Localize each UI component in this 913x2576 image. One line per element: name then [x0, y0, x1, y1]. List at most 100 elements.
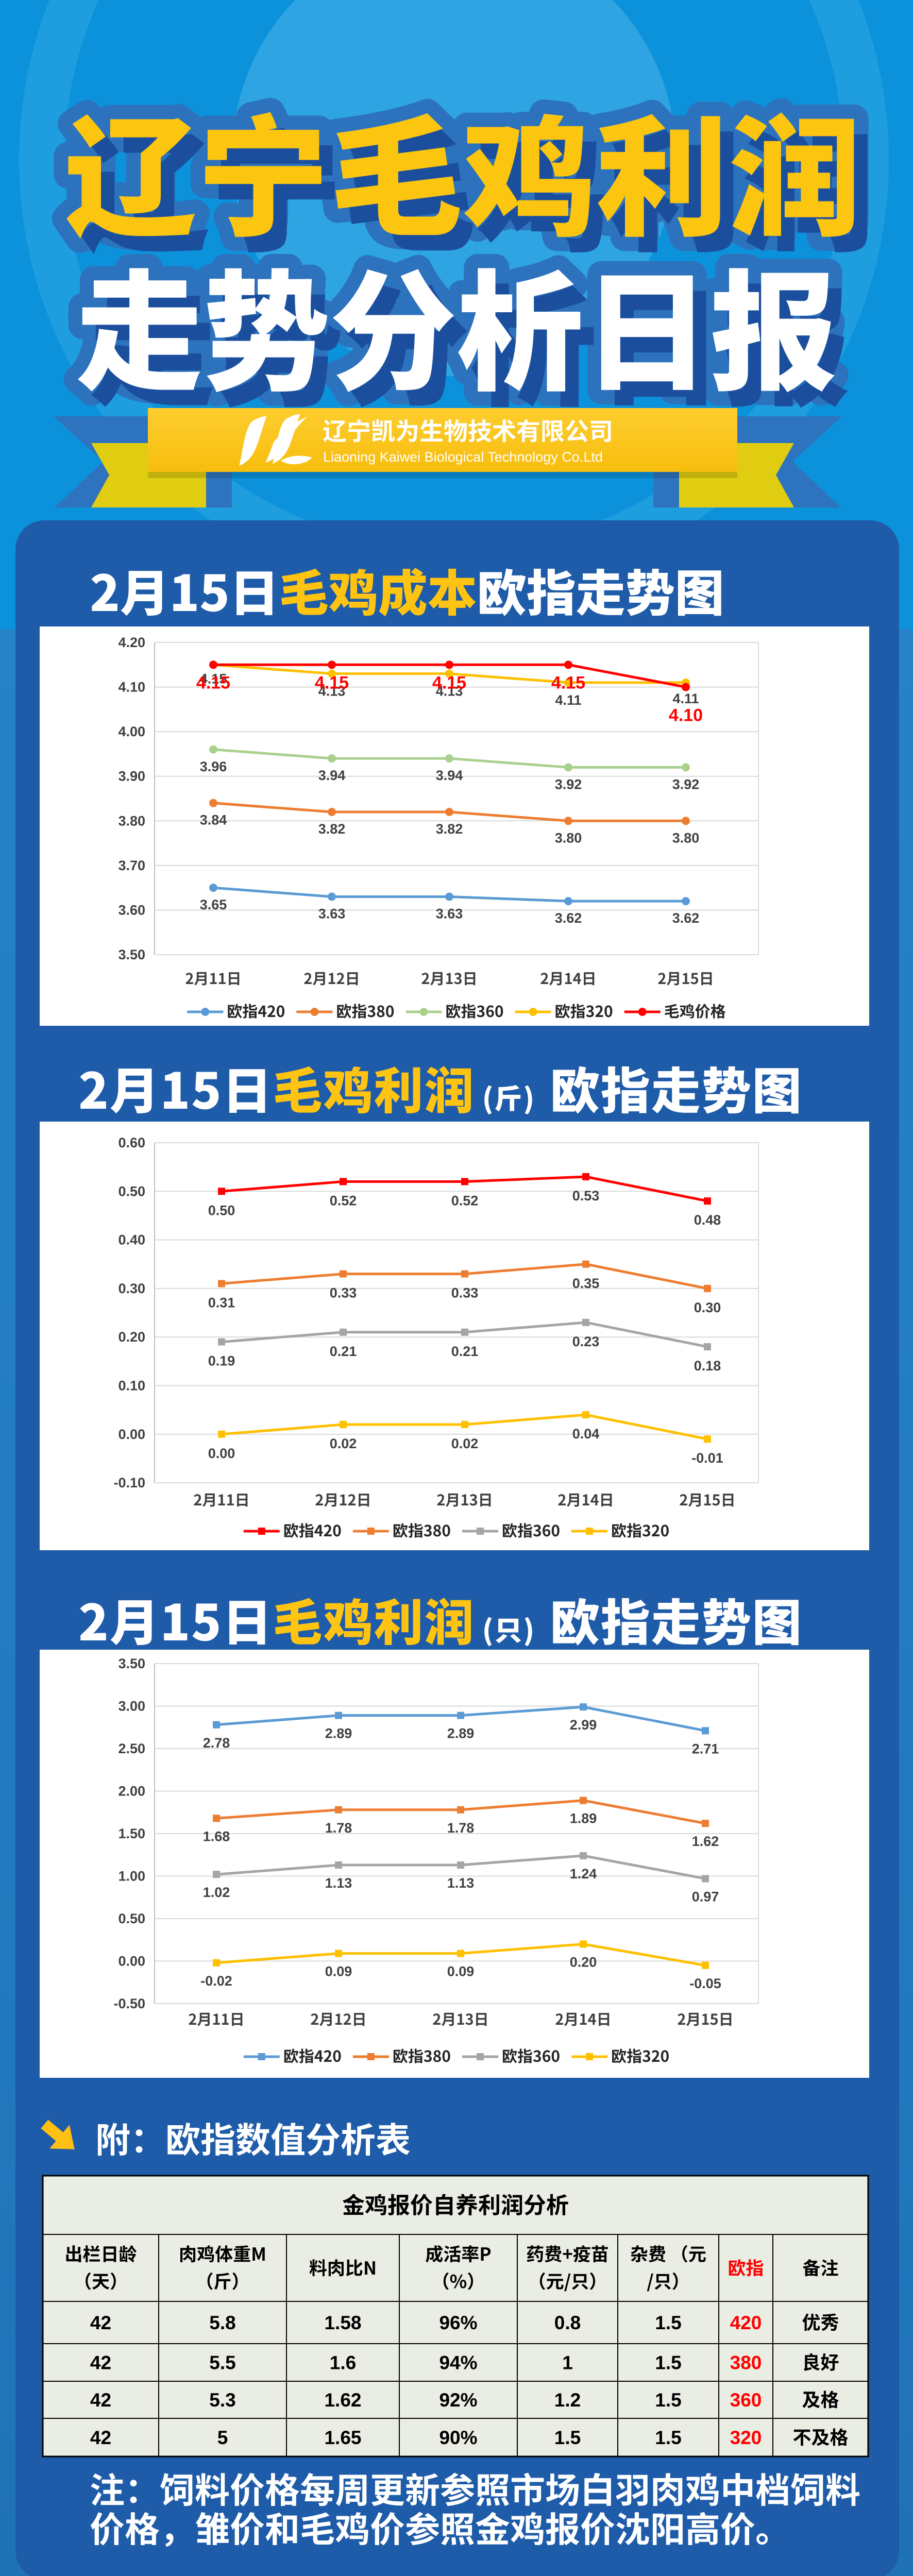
svg-text:0.09: 0.09	[447, 1964, 475, 1979]
svg-text:0.30: 0.30	[694, 1300, 721, 1315]
svg-text:3.60: 3.60	[118, 902, 145, 918]
svg-text:3.90: 3.90	[118, 769, 145, 784]
svg-text:96%: 96%	[439, 2312, 477, 2333]
svg-text:1.00: 1.00	[118, 1869, 145, 1884]
svg-text:3.84: 3.84	[200, 812, 227, 828]
svg-text:3.50: 3.50	[118, 1656, 145, 1671]
svg-text:0.53: 0.53	[572, 1188, 600, 1204]
svg-text:0.19: 0.19	[208, 1353, 235, 1369]
svg-text:1.65: 1.65	[324, 2427, 361, 2448]
svg-text:3.65: 3.65	[200, 897, 227, 912]
svg-text:1.02: 1.02	[203, 1885, 230, 1900]
svg-text:0.40: 0.40	[118, 1232, 145, 1248]
svg-text:1.50: 1.50	[118, 1826, 145, 1841]
svg-text:420: 420	[730, 2312, 762, 2333]
svg-text:42: 42	[90, 2389, 111, 2411]
svg-text:4.15: 4.15	[432, 673, 466, 692]
svg-text:1.5: 1.5	[655, 2427, 681, 2448]
svg-text:0.00: 0.00	[118, 1427, 145, 1442]
svg-text:1.5: 1.5	[655, 2352, 681, 2374]
svg-text:5: 5	[217, 2427, 228, 2448]
svg-text:0.8: 0.8	[554, 2312, 581, 2333]
svg-text:0.10: 0.10	[118, 1378, 145, 1394]
svg-text:42: 42	[90, 2427, 111, 2448]
svg-text:1.78: 1.78	[325, 1820, 352, 1836]
svg-text:4.11: 4.11	[672, 691, 699, 706]
svg-text:-0.10: -0.10	[113, 1475, 145, 1490]
svg-text:1.5: 1.5	[655, 2312, 681, 2333]
svg-text:0.35: 0.35	[572, 1276, 600, 1291]
svg-text:3.92: 3.92	[672, 776, 700, 792]
svg-text:0.20: 0.20	[570, 1955, 597, 1970]
svg-text:4.15: 4.15	[315, 673, 349, 692]
svg-text:3.63: 3.63	[318, 906, 346, 921]
svg-text:-0.05: -0.05	[689, 1976, 721, 1991]
svg-text:0.50: 0.50	[208, 1202, 235, 1218]
svg-text:3.80: 3.80	[672, 830, 700, 845]
svg-text:94%: 94%	[439, 2352, 477, 2374]
svg-text:4.15: 4.15	[551, 673, 585, 692]
svg-text:2.89: 2.89	[447, 1726, 475, 1741]
svg-text:1.62: 1.62	[692, 1834, 719, 1849]
svg-text:5.5: 5.5	[209, 2352, 235, 2374]
svg-text:1.68: 1.68	[203, 1828, 230, 1844]
svg-text:4.10: 4.10	[118, 680, 145, 695]
svg-text:4.00: 4.00	[118, 724, 145, 739]
svg-text:1.6: 1.6	[330, 2352, 356, 2374]
svg-text:5.8: 5.8	[209, 2312, 235, 2333]
svg-text:0.04: 0.04	[572, 1426, 600, 1442]
svg-text:0.33: 0.33	[451, 1285, 479, 1301]
svg-text:4.13: 4.13	[318, 684, 346, 699]
svg-text:1.5: 1.5	[554, 2427, 581, 2448]
svg-text:1.78: 1.78	[447, 1820, 475, 1836]
svg-text:0.02: 0.02	[330, 1436, 357, 1451]
svg-text:3.80: 3.80	[555, 830, 582, 845]
svg-text:3.62: 3.62	[672, 910, 700, 926]
svg-text:0.30: 0.30	[118, 1281, 145, 1296]
svg-text:3.50: 3.50	[118, 947, 145, 962]
svg-text:1: 1	[562, 2352, 573, 2374]
svg-text:0.02: 0.02	[451, 1436, 479, 1451]
svg-text:0.33: 0.33	[330, 1285, 357, 1301]
svg-text:1.13: 1.13	[447, 1875, 475, 1891]
svg-text:3.94: 3.94	[436, 768, 463, 783]
svg-text:4.11: 4.11	[555, 692, 581, 708]
svg-text:3.94: 3.94	[318, 768, 346, 783]
svg-text:360: 360	[730, 2389, 762, 2411]
svg-text:3.92: 3.92	[555, 776, 582, 792]
svg-text:320: 320	[730, 2427, 762, 2448]
svg-text:92%: 92%	[439, 2389, 477, 2411]
svg-text:2.50: 2.50	[118, 1741, 145, 1756]
svg-text:-0.50: -0.50	[113, 1996, 145, 2011]
svg-text:3.80: 3.80	[118, 813, 145, 828]
svg-text:0.23: 0.23	[572, 1334, 600, 1349]
svg-text:0.50: 0.50	[118, 1183, 145, 1199]
svg-text:-0.02: -0.02	[200, 1973, 232, 1989]
svg-text:2.78: 2.78	[203, 1735, 230, 1751]
svg-text:0.50: 0.50	[118, 1911, 145, 1926]
svg-text:1.58: 1.58	[324, 2312, 361, 2333]
svg-text:-0.01: -0.01	[691, 1450, 723, 1466]
svg-text:0.18: 0.18	[694, 1358, 721, 1374]
svg-text:0.21: 0.21	[451, 1344, 479, 1359]
svg-text:1.2: 1.2	[554, 2389, 581, 2411]
svg-text:0.21: 0.21	[330, 1344, 357, 1359]
svg-text:0.00: 0.00	[208, 1446, 235, 1461]
svg-text:4.15: 4.15	[196, 673, 230, 692]
svg-text:Liaoning Kaiwei Biological Tec: Liaoning Kaiwei Biological Technology Co…	[323, 449, 603, 465]
svg-text:1.13: 1.13	[325, 1875, 352, 1891]
svg-text:1.62: 1.62	[324, 2389, 361, 2411]
svg-text:3.82: 3.82	[436, 821, 463, 837]
svg-text:90%: 90%	[439, 2427, 477, 2448]
svg-text:3.62: 3.62	[555, 910, 582, 926]
svg-text:0.97: 0.97	[692, 1889, 719, 1904]
svg-text:4.10: 4.10	[669, 706, 703, 725]
svg-text:4.15: 4.15	[200, 671, 227, 686]
svg-text:0.48: 0.48	[694, 1212, 721, 1228]
svg-text:4.13: 4.13	[436, 684, 463, 699]
svg-text:0.31: 0.31	[208, 1295, 235, 1310]
svg-text:380: 380	[730, 2352, 762, 2374]
svg-text:3.82: 3.82	[318, 821, 346, 837]
svg-text:2.00: 2.00	[118, 1784, 145, 1799]
svg-text:5.3: 5.3	[209, 2389, 235, 2411]
